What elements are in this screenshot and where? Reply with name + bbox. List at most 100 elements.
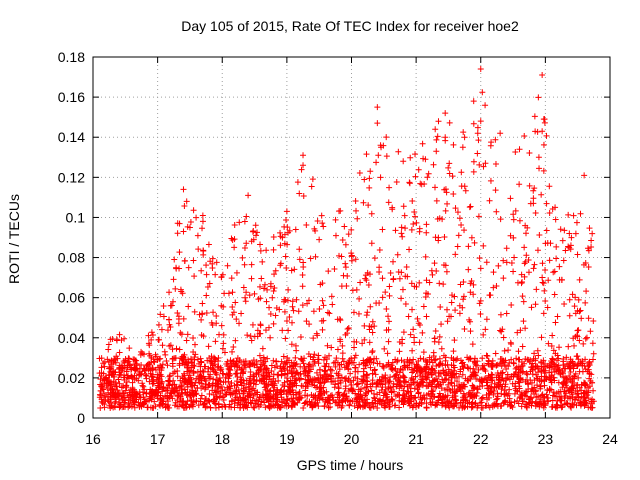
data-point (270, 288, 277, 295)
data-point (188, 358, 195, 365)
data-point (271, 382, 278, 389)
data-point (457, 281, 464, 288)
data-point (300, 360, 307, 367)
data-point (533, 362, 540, 369)
data-point (344, 326, 351, 333)
data-point (397, 382, 404, 389)
data-point (392, 227, 399, 234)
data-point (226, 366, 233, 373)
data-point (580, 340, 587, 347)
data-point (485, 372, 492, 379)
data-point (264, 286, 271, 293)
data-point (359, 398, 366, 405)
data-point (105, 341, 112, 348)
data-point (150, 389, 157, 396)
data-point (143, 398, 150, 405)
data-point (232, 299, 239, 306)
data-point (175, 313, 182, 320)
data-point (291, 266, 298, 273)
x-tick-label: 23 (538, 431, 554, 447)
data-point (209, 380, 216, 387)
data-point (352, 368, 359, 375)
data-point (467, 280, 474, 287)
data-point (144, 361, 151, 368)
data-point (513, 368, 520, 375)
data-point (582, 397, 589, 404)
data-point (383, 153, 390, 160)
data-point (185, 303, 192, 310)
data-point (588, 237, 595, 244)
data-point (185, 264, 192, 271)
data-point (248, 379, 255, 386)
data-point (531, 113, 538, 120)
data-point (377, 174, 384, 181)
data-point (583, 334, 590, 341)
data-point (368, 358, 375, 365)
data-point (543, 227, 550, 234)
data-point (230, 309, 237, 316)
data-point (475, 213, 482, 220)
data-point (137, 394, 144, 401)
data-point (108, 364, 115, 371)
data-point (368, 210, 375, 217)
data-point (562, 247, 569, 254)
data-point (422, 375, 429, 382)
data-point (434, 378, 441, 385)
data-point (173, 265, 180, 272)
data-point (515, 363, 522, 370)
data-point (181, 372, 188, 379)
data-point (526, 182, 533, 189)
data-point (572, 397, 579, 404)
data-point (105, 346, 112, 353)
data-point (478, 376, 485, 383)
data-point (341, 375, 348, 382)
data-point (259, 258, 266, 265)
data-point (366, 175, 373, 182)
data-point (342, 260, 349, 267)
data-point (400, 329, 407, 336)
data-point (590, 350, 597, 357)
data-point (430, 161, 437, 168)
data-point (548, 342, 555, 349)
data-point (348, 226, 355, 233)
data-point (169, 355, 176, 362)
data-point (415, 357, 422, 364)
data-point (493, 208, 500, 215)
data-point (305, 361, 312, 368)
data-point (190, 370, 197, 377)
data-point (392, 376, 399, 383)
data-point (270, 320, 277, 327)
data-point (367, 383, 374, 390)
data-point (492, 161, 499, 167)
data-point (488, 139, 495, 146)
data-point (447, 387, 454, 394)
data-point (141, 386, 148, 393)
data-point (251, 397, 258, 404)
data-point (464, 364, 471, 371)
data-point (555, 379, 562, 386)
data-point (451, 402, 458, 409)
data-point (353, 338, 360, 345)
data-point (530, 195, 537, 202)
data-point (162, 393, 169, 400)
data-point (210, 309, 217, 316)
data-point (157, 311, 164, 318)
data-point (425, 170, 432, 177)
data-point (310, 354, 317, 361)
data-point (308, 183, 315, 190)
data-point (342, 264, 349, 271)
data-point (550, 269, 557, 276)
data-point (523, 252, 530, 259)
data-point (257, 321, 264, 328)
data-point (416, 279, 423, 286)
data-point (277, 404, 284, 411)
data-point (429, 271, 436, 278)
data-point (111, 403, 118, 410)
data-point (441, 376, 448, 383)
data-point (112, 386, 119, 393)
data-point (240, 370, 247, 377)
data-point (365, 281, 372, 288)
data-point (426, 279, 433, 286)
data-point (477, 118, 484, 125)
data-point (286, 363, 293, 370)
